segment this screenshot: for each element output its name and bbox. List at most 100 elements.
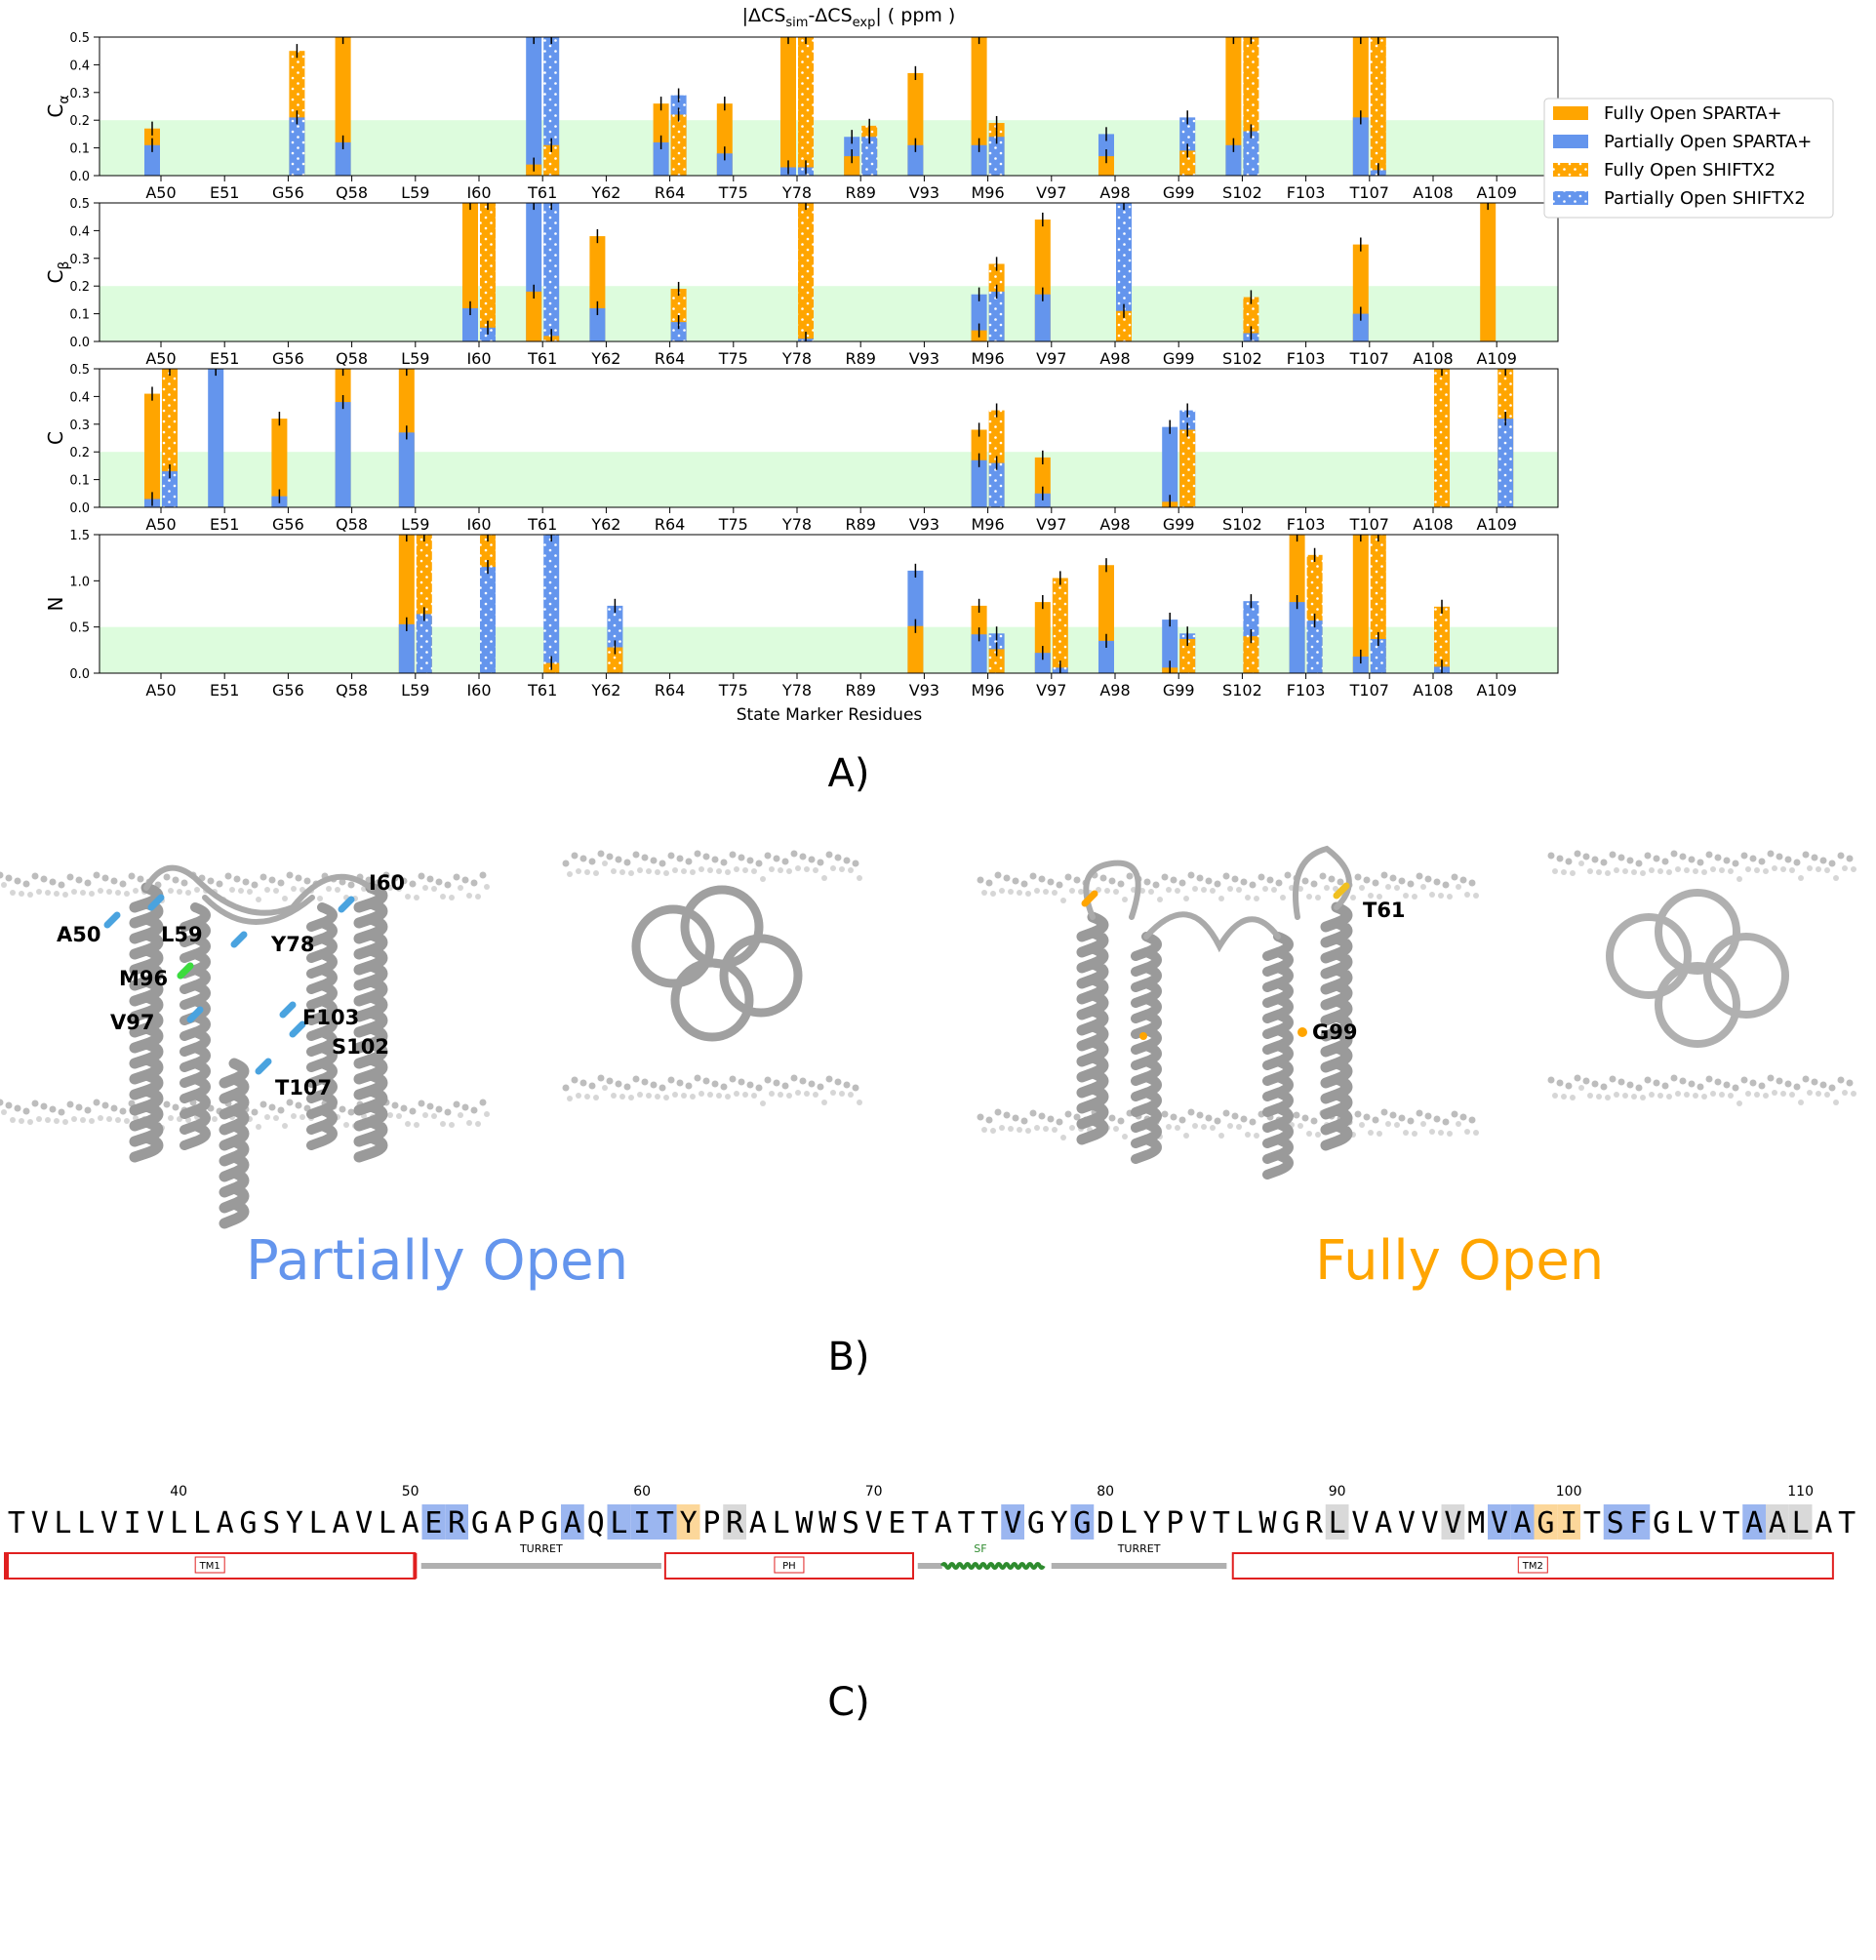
membrane-bead xyxy=(1359,885,1365,891)
membrane-bead xyxy=(1183,1133,1189,1139)
membrane-bead xyxy=(839,1091,845,1097)
y-tick-label: 0.1 xyxy=(69,474,90,489)
membrane-bead xyxy=(365,876,373,884)
membrane-bead xyxy=(1025,891,1031,897)
membrane-bead xyxy=(615,856,622,863)
protein-helix xyxy=(180,902,211,1150)
x-tick-label: A98 xyxy=(1099,183,1130,202)
protein-helix xyxy=(1320,901,1353,1151)
membrane-bead xyxy=(685,858,693,865)
membrane-bead xyxy=(418,1100,425,1107)
x-tick-label: L59 xyxy=(401,681,429,700)
domain-label: PH xyxy=(782,1561,796,1572)
membrane-bead xyxy=(813,1092,818,1098)
x-tick-label: Y78 xyxy=(781,515,812,534)
membrane-bead xyxy=(1394,1122,1400,1128)
membrane-bead xyxy=(1456,1121,1461,1127)
residue-label: A50 xyxy=(57,923,100,946)
membrane-bead xyxy=(1166,1124,1172,1130)
residue-letter: G xyxy=(1537,1506,1554,1540)
membrane-bead xyxy=(1745,866,1751,872)
residue-number: 40 xyxy=(170,1484,187,1500)
membrane-bead xyxy=(110,1104,118,1112)
membrane-bead xyxy=(1170,876,1177,884)
membrane-bead xyxy=(711,1080,719,1088)
membrane-bead xyxy=(1385,1121,1391,1127)
membrane-bead xyxy=(98,888,103,894)
membrane-bead xyxy=(36,1116,42,1122)
membrane-bead xyxy=(1038,875,1046,883)
membrane-bead xyxy=(1139,888,1145,894)
membrane-bead xyxy=(690,869,696,875)
membrane-bead xyxy=(396,886,402,892)
membrane-bead xyxy=(27,1119,33,1125)
membrane-bead xyxy=(1846,1079,1854,1087)
membrane-bead xyxy=(1056,1118,1063,1126)
membrane-bead xyxy=(299,1114,305,1120)
membrane-bead xyxy=(1254,896,1259,901)
x-tick-label: E51 xyxy=(210,183,239,202)
residue-letter: S xyxy=(262,1506,280,1540)
residue-sidechain xyxy=(103,911,121,929)
bar-partial-sparta xyxy=(1352,313,1369,341)
threshold-band xyxy=(100,286,1558,341)
membrane-bead xyxy=(571,852,579,860)
membrane-bead xyxy=(1780,866,1786,872)
membrane-bead xyxy=(1811,854,1818,861)
membrane-bead xyxy=(418,872,425,880)
x-tick-label: M96 xyxy=(972,515,1005,534)
residue-letter: L xyxy=(379,1506,396,1540)
membrane-bead xyxy=(484,884,490,890)
membrane-bead xyxy=(1275,879,1283,887)
membrane-bead xyxy=(1596,869,1602,875)
bar-partial-sparta xyxy=(907,144,924,176)
x-tick-label: E51 xyxy=(210,515,239,534)
membrane-bead xyxy=(101,874,109,882)
residue-letter: L xyxy=(193,1506,211,1540)
membrane-bead xyxy=(1714,1078,1722,1086)
membrane-bead xyxy=(1064,1110,1072,1118)
membrane-bead xyxy=(1574,850,1581,858)
bar-fully-shiftx2 xyxy=(988,649,1005,673)
membrane-bead xyxy=(690,1094,696,1100)
x-tick-label: A50 xyxy=(145,681,176,700)
residue-letter: S xyxy=(842,1506,859,1540)
x-tick-label: F103 xyxy=(1287,681,1326,700)
subplot-3: A50 E51 G56 Q58 L59 I60 T61 Y62 R64 T75 Y78 R89 V93 M… xyxy=(44,529,1559,700)
membrane-bead xyxy=(1354,1110,1362,1118)
membrane-bead xyxy=(742,867,748,873)
membrane-bead xyxy=(1696,859,1704,866)
membrane-bead xyxy=(1609,1075,1617,1083)
residue-letter: T xyxy=(657,1506,674,1540)
y-tick-label: 0.2 xyxy=(69,446,90,460)
x-tick-label: Y62 xyxy=(590,515,620,534)
membrane-bead xyxy=(1380,871,1388,879)
residue-sidechain xyxy=(1081,890,1098,907)
membrane-bead xyxy=(655,1094,660,1100)
bar-partial-shiftx2 xyxy=(988,137,1005,176)
membrane-bead xyxy=(62,1119,68,1125)
legend-label: Partially Open SHIFTX2 xyxy=(1604,188,1806,209)
membrane-bead xyxy=(1626,857,1634,864)
membrane-bead xyxy=(1113,1126,1119,1132)
membrane-bead xyxy=(1635,860,1643,867)
residue-letter: P xyxy=(1166,1506,1183,1540)
helix-top-view xyxy=(631,904,715,988)
membrane-bead xyxy=(1029,1109,1037,1117)
membrane-bead xyxy=(387,885,393,891)
helix-top-view xyxy=(1606,913,1692,999)
membrane-bead xyxy=(1034,888,1040,894)
bar-fully-sparta xyxy=(462,203,478,341)
protein-loop xyxy=(1143,911,1281,953)
domain-box xyxy=(663,1552,914,1580)
membrane-bead xyxy=(1003,1111,1011,1119)
membrane-bead xyxy=(1609,851,1617,859)
bar-fully-sparta xyxy=(780,37,796,176)
membrane-bead xyxy=(746,1081,754,1089)
bar-partial-sparta xyxy=(971,294,987,341)
residue-sidechain xyxy=(230,931,248,948)
membrane-bead xyxy=(1122,897,1128,902)
membrane-bead xyxy=(484,1111,490,1117)
membrane-bead xyxy=(36,889,42,895)
